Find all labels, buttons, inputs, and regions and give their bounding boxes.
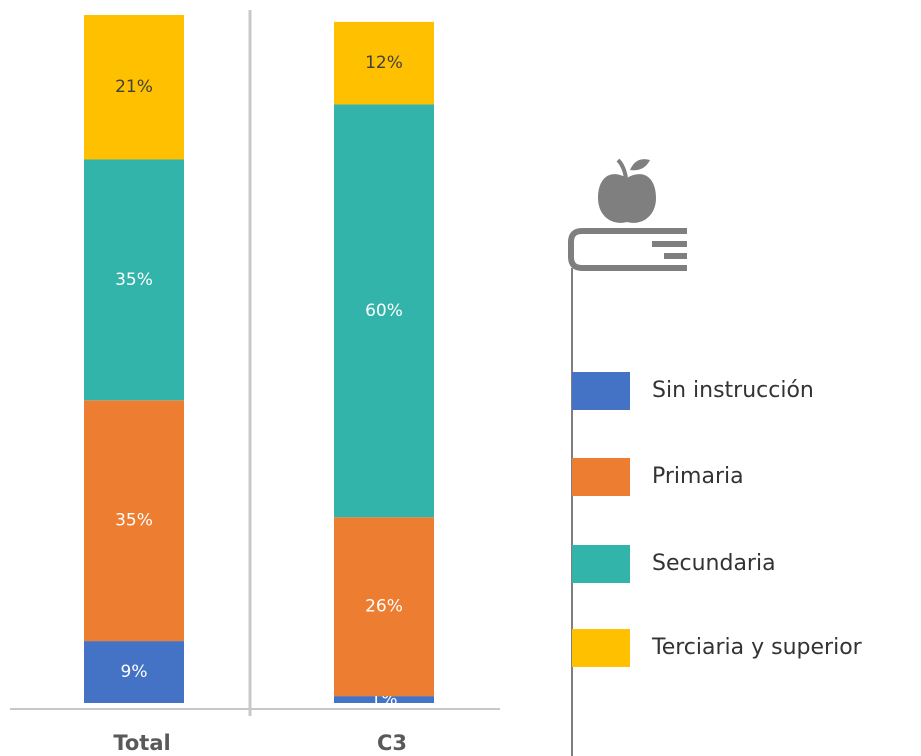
legend-label: Secundaria (652, 551, 776, 576)
bar-segment (334, 104, 434, 518)
legend-label: Terciaria y superior (651, 635, 863, 660)
apple-book-icon (568, 158, 687, 271)
apple (598, 174, 656, 223)
legend-label: Primaria (652, 464, 744, 489)
book (568, 228, 687, 271)
value-label: 35% (115, 511, 153, 531)
bar-segment (84, 641, 184, 703)
apple-leaf (630, 159, 650, 171)
value-label: 60% (365, 301, 403, 321)
bar-segment (334, 517, 434, 697)
legend-swatch (572, 629, 630, 667)
legend-swatch (572, 372, 630, 410)
book-pages (652, 241, 687, 259)
legend-swatch (572, 545, 630, 583)
value-label: 12% (365, 53, 403, 73)
value-label: 9% (121, 662, 148, 682)
legend-label: Sin instrucción (652, 378, 814, 403)
value-label: 35% (115, 270, 153, 290)
bar-segment (84, 159, 184, 401)
category-label: C3 (377, 731, 407, 755)
legend-swatch (572, 458, 630, 496)
category-label: Total (113, 731, 170, 755)
value-label: 21% (115, 77, 153, 97)
bar-segment (84, 400, 184, 642)
apple-stem (616, 158, 628, 179)
bar-segment (334, 21, 434, 105)
bar-segment (84, 15, 184, 160)
bar-segment (334, 696, 434, 703)
value-label: 26% (365, 597, 403, 617)
